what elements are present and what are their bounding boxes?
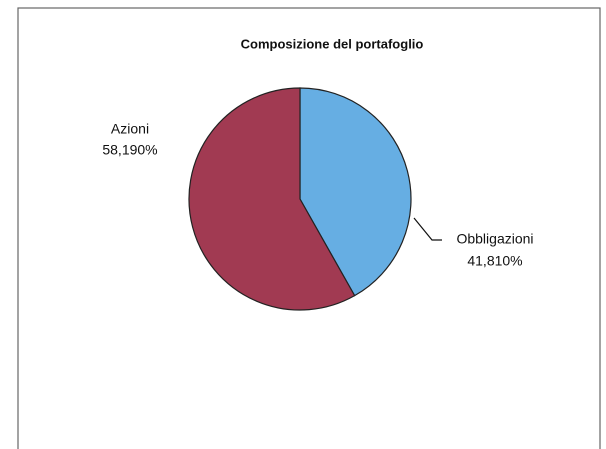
slice-value-label: 41,810%: [467, 253, 522, 269]
pie: [188, 87, 412, 311]
slice-label: Obbligazioni: [456, 231, 533, 247]
pie-slice: [188, 87, 356, 311]
pie-slice: [299, 87, 412, 297]
slice-value-label: 58,190%: [102, 142, 157, 158]
slice-label: Azioni: [111, 121, 149, 137]
chart-title: Composizione del portafoglio: [241, 36, 424, 51]
leader-line: [413, 217, 442, 241]
